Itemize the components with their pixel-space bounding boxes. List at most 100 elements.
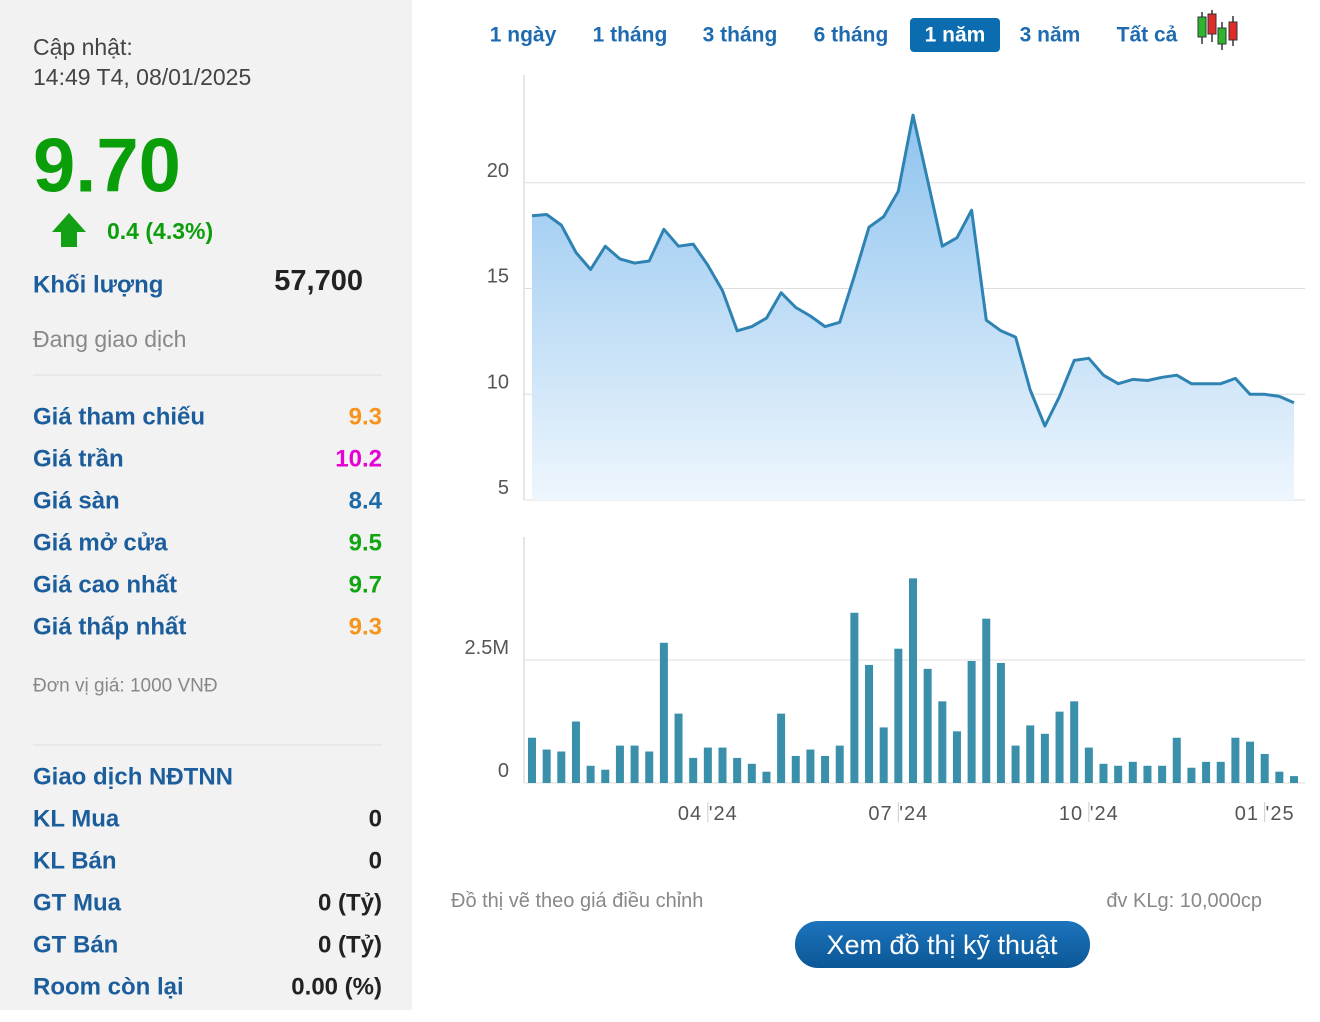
volume-bar bbox=[645, 751, 654, 783]
volume-bar bbox=[982, 618, 991, 783]
volume-bar bbox=[865, 664, 874, 783]
foreign-title: Giao dịch NĐTNN bbox=[33, 764, 233, 791]
row-value: 0 bbox=[369, 806, 382, 833]
current-price: 9.70 bbox=[33, 124, 181, 209]
volume-bar bbox=[1202, 761, 1211, 783]
volume-bar bbox=[542, 749, 551, 783]
volume-bar bbox=[1275, 771, 1284, 783]
row-value: 0 (Tỷ) bbox=[318, 890, 382, 917]
volume-bar bbox=[1128, 761, 1137, 783]
y-tick-label: 2.5M bbox=[465, 637, 509, 659]
volume-bar bbox=[1084, 747, 1093, 783]
row-value: 0 bbox=[369, 848, 382, 875]
volume-bar bbox=[1099, 763, 1108, 783]
row-label: Giá sàn bbox=[33, 488, 120, 515]
candle-icon[interactable] bbox=[1197, 10, 1238, 50]
row-label: Giá tham chiếu bbox=[33, 404, 205, 431]
volume-bar bbox=[1055, 711, 1064, 783]
y-tick-label: 10 bbox=[487, 371, 509, 393]
volume-bar bbox=[528, 737, 536, 783]
y-tick-label: 5 bbox=[498, 477, 509, 499]
price-area bbox=[532, 115, 1294, 500]
volume-bar bbox=[747, 763, 756, 783]
tab[interactable]: 1 ngày bbox=[490, 24, 557, 47]
volume-bar bbox=[1070, 701, 1079, 783]
volume-bar bbox=[1246, 741, 1255, 783]
volume-bar bbox=[1290, 776, 1298, 783]
tab[interactable]: 3 tháng bbox=[703, 24, 778, 47]
volume-bar bbox=[689, 757, 698, 783]
volume-bar bbox=[615, 745, 624, 783]
volume-bar bbox=[1143, 765, 1152, 783]
volume-bar bbox=[1231, 737, 1240, 783]
volume-bar bbox=[923, 668, 932, 783]
x-tick-label: 04 '24 bbox=[678, 803, 738, 825]
volume-bar bbox=[1040, 733, 1049, 783]
volume-bar bbox=[1260, 753, 1269, 783]
volume-bar bbox=[659, 642, 668, 783]
volume-bar bbox=[1026, 725, 1035, 783]
row-label: GT Bán bbox=[33, 932, 118, 959]
volume-bar bbox=[996, 662, 1005, 783]
row-value: 0 (Tỷ) bbox=[318, 932, 382, 959]
price-change: 0.4 (4.3%) bbox=[107, 218, 213, 244]
volume-bar bbox=[718, 747, 727, 783]
volume-bar bbox=[821, 755, 830, 783]
x-tick-label: 10 '24 bbox=[1059, 803, 1119, 825]
volume-bar bbox=[850, 612, 859, 783]
row-label: Giá cao nhất bbox=[33, 572, 177, 599]
up-arrow bbox=[52, 213, 86, 247]
row-value: 10.2 bbox=[335, 446, 382, 473]
volume-bar bbox=[909, 578, 917, 783]
update-time: 14:49 T4, 08/01/2025 bbox=[33, 64, 251, 90]
volume-bar bbox=[1172, 737, 1181, 783]
button-label[interactable]: Xem đồ thị kỹ thuật bbox=[826, 930, 1058, 960]
row-label: Giá trần bbox=[33, 446, 124, 473]
volume-bar bbox=[879, 727, 888, 783]
volume-label: Khối lượng bbox=[33, 272, 163, 299]
volume-bar bbox=[952, 731, 961, 783]
volume-bar bbox=[894, 648, 903, 783]
volume-bar bbox=[601, 769, 610, 783]
row-value: 8.4 bbox=[349, 488, 383, 515]
volume-bar bbox=[1158, 765, 1167, 783]
x-tick-label: 07 '24 bbox=[868, 803, 928, 825]
row-value: 9.5 bbox=[349, 530, 382, 557]
volume-bar bbox=[1187, 767, 1196, 783]
volume-bar bbox=[762, 771, 771, 783]
volume-value: 57,700 bbox=[274, 265, 363, 297]
tab[interactable]: 6 tháng bbox=[814, 24, 889, 47]
volume-bar bbox=[630, 745, 639, 783]
row-label: Giá thấp nhất bbox=[33, 614, 186, 641]
tab-active-bg[interactable] bbox=[910, 18, 1000, 52]
footnote-left: Đồ thị vẽ theo giá điều chỉnh bbox=[451, 890, 703, 912]
row-label: GT Mua bbox=[33, 890, 122, 917]
x-tick-label: 01 '25 bbox=[1235, 803, 1295, 825]
tab[interactable]: 3 năm bbox=[1020, 24, 1081, 47]
tab[interactable]: 1 tháng bbox=[593, 24, 668, 47]
status: Đang giao dịch bbox=[33, 326, 186, 352]
volume-bar bbox=[1216, 761, 1225, 783]
y-tick-label: 0 bbox=[498, 760, 509, 782]
volume-bar bbox=[571, 721, 580, 783]
row-value: 9.3 bbox=[349, 404, 382, 431]
row-value: 9.3 bbox=[349, 614, 382, 641]
volume-bar bbox=[806, 749, 815, 783]
info-panel bbox=[0, 0, 412, 1010]
unit-note: Đơn vị giá: 1000 VNĐ bbox=[33, 676, 218, 697]
volume-bar bbox=[586, 765, 595, 783]
row-label: Giá mở cửa bbox=[33, 530, 168, 557]
tab[interactable]: 1 năm bbox=[925, 24, 986, 47]
row-value: 0.00 (%) bbox=[291, 974, 382, 1001]
volume-bar bbox=[967, 660, 976, 783]
tab[interactable]: Tất cả bbox=[1117, 24, 1178, 47]
tech-chart-button[interactable] bbox=[795, 921, 1090, 968]
row-label: Room còn lại bbox=[33, 974, 184, 1001]
footnote-right: đv KLg: 10,000cp bbox=[1106, 890, 1262, 912]
volume-bar bbox=[1114, 765, 1123, 783]
update-label: Cập nhật: bbox=[33, 34, 133, 60]
volume-bar bbox=[1011, 745, 1020, 783]
row-label: KL Bán bbox=[33, 848, 117, 875]
